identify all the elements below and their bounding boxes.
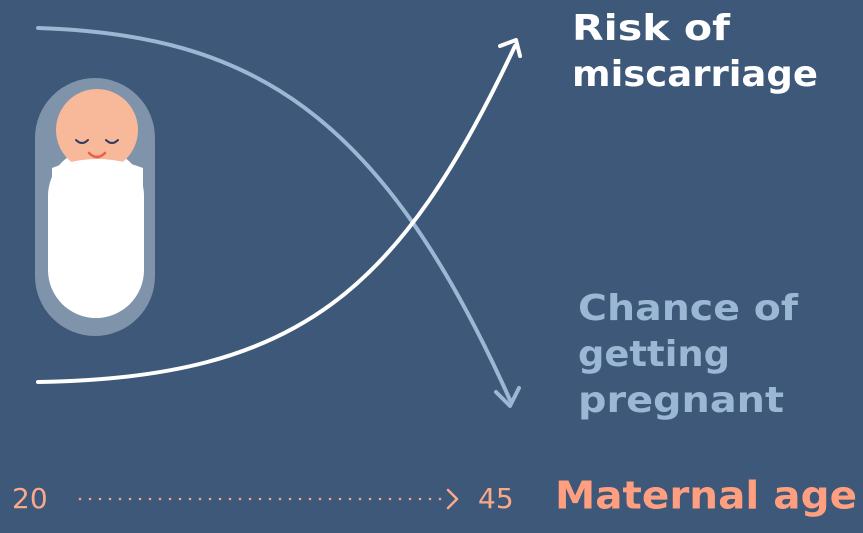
blanket-fold [52,159,143,190]
rising-arrowhead [498,38,522,58]
falling-label: pregnant [578,380,784,421]
falling-arrowhead [494,386,521,408]
age-end: 45 [478,482,514,515]
rising-label: Risk of [572,8,730,49]
baby-mouth [87,151,107,159]
age-axis-arrow [446,488,459,510]
rising-label: miscarriage [572,54,818,95]
rising-curve [36,44,517,384]
baby-head [56,89,138,171]
age-start: 20 [12,482,48,515]
baby-blanket [48,148,144,318]
axis-title: Maternal age [555,474,857,518]
baby-eyes [75,139,119,144]
falling-curve [36,26,512,402]
baby-icon [35,78,155,336]
falling-label: Chance of [578,288,798,329]
falling-label: getting [578,334,730,375]
